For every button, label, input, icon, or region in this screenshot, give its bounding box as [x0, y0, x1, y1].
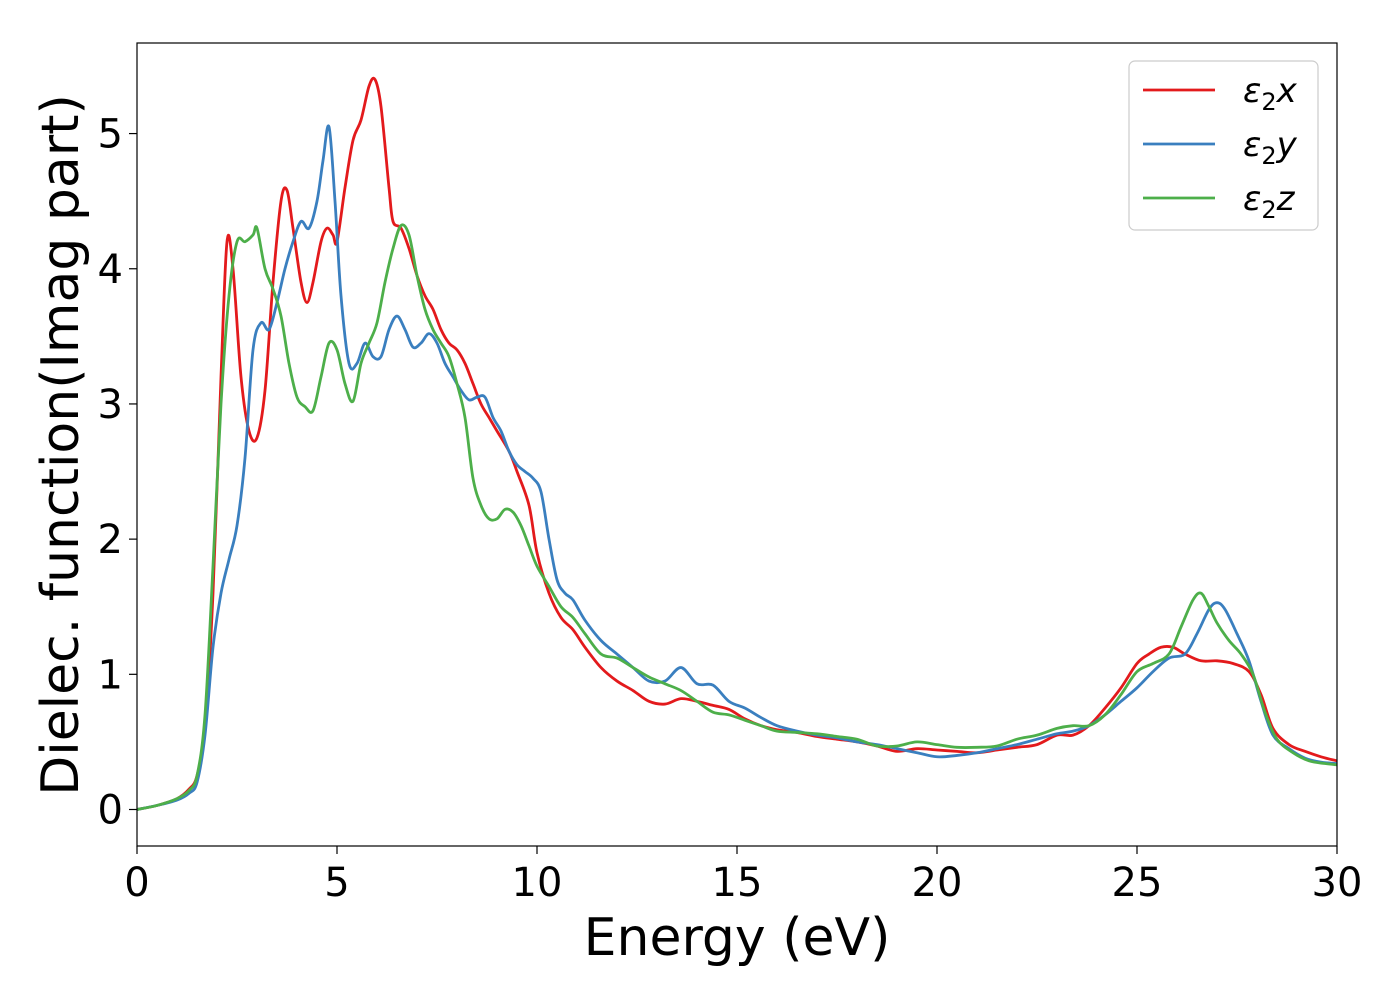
x-tick-label: 25 — [1112, 860, 1163, 906]
legend-label-x: ε2x — [1243, 71, 1298, 116]
legend-items: ε2x ε2y ε2z — [1143, 71, 1298, 224]
y-tick-label: 2 — [98, 517, 123, 563]
y-tick-label: 3 — [98, 382, 123, 428]
legend-box — [1128, 60, 1319, 231]
legend-label-z: ε2z — [1243, 179, 1296, 224]
x-tick-label: 20 — [912, 860, 963, 906]
series-layer — [136, 76, 1338, 811]
y-tick-label: 0 — [98, 788, 123, 834]
x-axis-title: Energy (eV) — [584, 908, 891, 968]
x-tick-label: 5 — [324, 860, 349, 906]
y-axis-title: Dielec. function(Imag part) — [31, 94, 91, 796]
x-tick-label: 10 — [512, 860, 563, 906]
x-tick-label: 30 — [1312, 860, 1363, 906]
x-tick-label: 15 — [712, 860, 763, 906]
legend: ε2x ε2y ε2z — [1128, 60, 1319, 231]
y-axis: 0 1 2 3 4 5 — [98, 112, 137, 834]
y-tick-label: 5 — [98, 112, 123, 158]
series-line-z — [136, 223, 1338, 811]
y-tick-label: 1 — [98, 652, 123, 698]
legend-label-y: ε2y — [1243, 125, 1298, 170]
x-tick-label: 0 — [124, 860, 149, 906]
y-tick-label: 4 — [98, 247, 123, 293]
x-axis: 0 5 10 15 20 25 30 — [124, 846, 1362, 906]
